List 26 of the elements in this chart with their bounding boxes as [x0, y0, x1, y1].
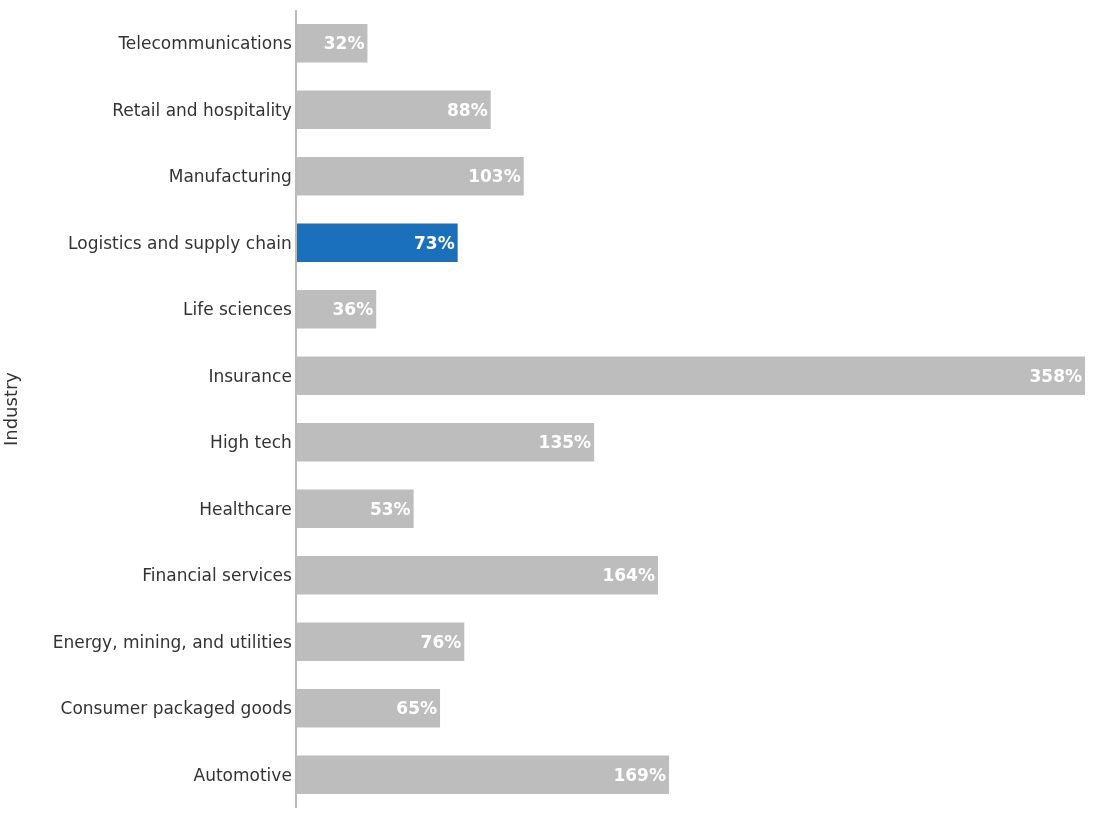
data-label: 103% [468, 166, 521, 187]
y-tick-label: Healthcare [199, 498, 292, 519]
data-label: 358% [1029, 365, 1082, 386]
data-label: 88% [447, 99, 488, 120]
y-tick-label: Consumer packaged goods [60, 698, 292, 719]
data-label: 32% [323, 33, 365, 54]
y-tick-label: Telecommunications [117, 33, 292, 54]
y-axis-title: Industry [0, 371, 22, 447]
bar [297, 223, 458, 263]
y-tick-label: Life sciences [182, 299, 292, 320]
y-tick-label: Automotive [193, 764, 292, 785]
data-label: 76% [420, 631, 462, 652]
data-label: 36% [332, 299, 374, 320]
data-label: 73% [413, 232, 455, 253]
data-label: 135% [538, 432, 592, 453]
data-label: 53% [369, 498, 411, 519]
y-tick-label: Energy, mining, and utilities [52, 631, 292, 652]
data-label: 65% [396, 698, 438, 719]
y-tick-label: Manufacturing [168, 166, 292, 187]
y-tick-label: Logistics and supply chain [68, 232, 292, 253]
data-label: 164% [602, 565, 655, 586]
y-tick-label: High tech [210, 432, 292, 453]
data-label: 169% [613, 764, 666, 785]
y-tick-label: Insurance [208, 365, 292, 386]
y-tick-label: Financial services [142, 565, 292, 586]
y-tick-label: Retail and hospitality [112, 99, 292, 120]
